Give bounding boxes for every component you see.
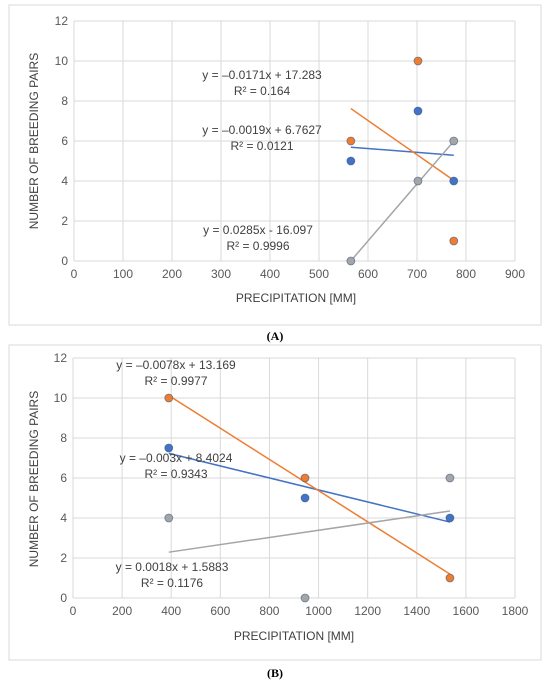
y-tick-label-a-0: 0 [61, 254, 68, 268]
point-blue-a-2 [449, 176, 459, 186]
chart-panel-a: 0 100 200 300 400 500 600 700 800 900 0 2 4 6 8 10 12 y… [8, 4, 542, 326]
equation-labels-b: y = –0.003x + 8.4024 R² = 0.9343 y = –0.00… [116, 358, 236, 590]
trendline-gray-b [168, 510, 451, 553]
x-tick-label-b-2: 400 [161, 604, 181, 618]
y-tick-label-b-1: 2 [60, 551, 67, 565]
x-tick-label-b-0: 0 [70, 604, 77, 618]
equation-gray-b: y = 0.0018x + 1.5883 [116, 560, 229, 574]
y-tick-label-a-1: 2 [61, 214, 68, 228]
y-tick-label-b-2: 4 [60, 511, 67, 525]
point-blue-b-1 [300, 493, 310, 503]
point-blue-b-2 [445, 513, 455, 523]
equation-orange-a: y = –0.0171x + 17.283 [202, 68, 322, 82]
point-gray-a-2 [449, 136, 459, 146]
y-tick-label-a-2: 4 [61, 174, 68, 188]
x-axis-label-b: PRECIPITATION [MM] [234, 629, 354, 643]
chart-frame-a [8, 4, 542, 326]
y-tick-label-b-4: 8 [60, 431, 67, 445]
y-tick-label-b-3: 6 [60, 471, 67, 485]
point-orange-b-1 [300, 473, 310, 483]
point-orange-a-2 [449, 236, 459, 246]
y-axis-label-b: NUMBER OF BREEDING PAIRS [27, 391, 41, 567]
equation-labels-a: y = –0.0019x + 6.7627 R² = 0.0121 y = –0.0… [202, 68, 322, 253]
y-tick-label-a-6: 12 [55, 14, 69, 28]
y-axis-label-a: NUMBER OF BREEDING PAIRS [27, 53, 41, 229]
x-tick-label-b-5: 1000 [305, 604, 332, 618]
point-blue-a-1 [413, 106, 423, 116]
trendline-orange-a [350, 107, 455, 182]
chart-panel-b: 0 200 400 600 800 1000 1200 1400 1600 1800 0 2 4 6 8 1… [8, 344, 542, 661]
r-squared-blue-b: R² = 0.9343 [144, 467, 207, 481]
x-tick-label-b-7: 1400 [403, 604, 430, 618]
points-b [164, 393, 455, 603]
trendline-blue-b [168, 452, 451, 523]
x-tick-labels-a: 0 100 200 300 400 500 600 700 800 900 [71, 267, 526, 281]
trendline-gray-a [350, 140, 455, 262]
point-gray-b-1 [300, 593, 310, 603]
y-tick-label-a-5: 10 [55, 54, 69, 68]
y-tick-label-b-6: 12 [54, 351, 68, 365]
point-blue-a-0 [346, 156, 356, 166]
r-squared-gray-b: R² = 0.1176 [141, 576, 203, 590]
x-tick-label-b-8: 1600 [453, 604, 480, 618]
x-tick-label-a-5: 500 [309, 267, 329, 281]
x-tick-label-a-8: 800 [456, 267, 476, 281]
points-a [346, 56, 459, 266]
x-tick-label-b-4: 800 [259, 604, 279, 618]
point-gray-b-0 [164, 513, 174, 523]
trendline-blue-a [350, 146, 454, 156]
point-gray-a-1 [413, 176, 423, 186]
point-orange-b-2 [445, 573, 455, 583]
caption-b: (B) [267, 666, 283, 680]
x-tick-labels-b: 0 200 400 600 800 1000 1200 1400 1600 1800 [70, 604, 529, 618]
equation-orange-b: y = –0.0078x + 13.169 [116, 358, 236, 372]
x-tick-label-a-7: 700 [407, 267, 427, 281]
point-orange-a-1 [413, 56, 423, 66]
x-tick-label-a-2: 200 [162, 267, 182, 281]
r-squared-blue-a: R² = 0.0121 [230, 139, 293, 153]
x-tick-label-a-0: 0 [71, 267, 78, 281]
point-gray-b-2 [445, 473, 455, 483]
x-tick-label-a-1: 100 [113, 267, 133, 281]
trendlines-a [350, 107, 455, 262]
grid-b [72, 357, 516, 599]
x-tick-label-b-6: 1200 [354, 604, 381, 618]
equation-blue-b: y = –0.003x + 8.4024 [120, 451, 233, 465]
grid-a [73, 20, 516, 262]
r-squared-orange-b: R² = 0.9977 [144, 374, 207, 388]
r-squared-orange-a: R² = 0.164 [234, 84, 291, 98]
x-tick-label-a-4: 400 [260, 267, 280, 281]
y-tick-label-a-4: 8 [61, 94, 68, 108]
x-tick-label-b-9: 1800 [502, 604, 529, 618]
equation-blue-a: y = –0.0019x + 6.7627 [202, 123, 322, 137]
y-tick-labels-b: 0 2 4 6 8 10 12 [54, 351, 68, 605]
caption-a: (A) [267, 329, 284, 343]
trendlines-b [168, 394, 451, 575]
x-tick-label-b-1: 200 [112, 604, 132, 618]
y-tick-label-b-0: 0 [60, 591, 67, 605]
x-tick-label-a-3: 300 [211, 267, 231, 281]
trendline-orange-b [168, 394, 451, 575]
x-tick-label-a-6: 600 [358, 267, 378, 281]
y-tick-labels-a: 0 2 4 6 8 10 12 [55, 14, 69, 268]
x-tick-label-b-3: 600 [210, 604, 230, 618]
point-blue-b-0 [164, 443, 174, 453]
equation-gray-a: y = 0.0285x - 16.097 [203, 223, 313, 237]
point-gray-a-0 [346, 256, 356, 266]
point-orange-b-0 [164, 393, 174, 403]
x-axis-label-a: PRECIPITATION [MM] [236, 291, 356, 305]
y-tick-label-a-3: 6 [61, 134, 68, 148]
x-tick-label-a-9: 900 [505, 267, 525, 281]
point-orange-a-0 [346, 136, 356, 146]
y-tick-label-b-5: 10 [54, 391, 68, 405]
r-squared-gray-a: R² = 0.9996 [226, 239, 289, 253]
